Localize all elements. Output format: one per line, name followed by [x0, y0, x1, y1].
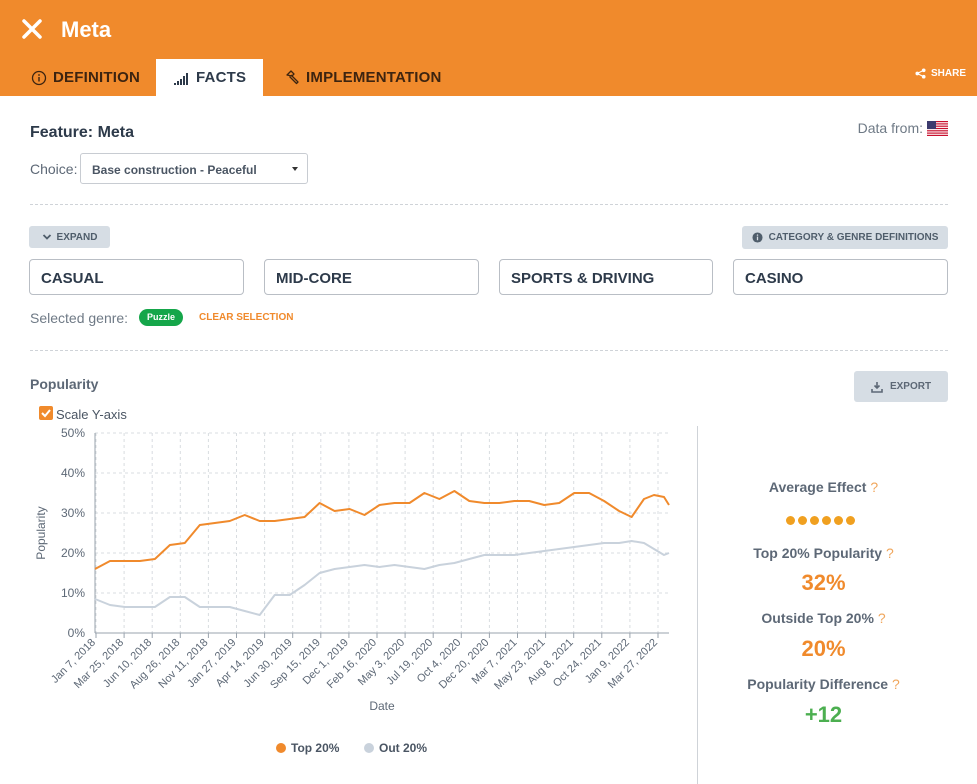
series-line: [94, 490, 670, 570]
scale-y-checkbox[interactable]: [39, 406, 53, 420]
effect-dot: [798, 516, 807, 525]
us-flag-icon[interactable]: [927, 120, 948, 136]
data-from-label: Data from:: [857, 120, 923, 136]
share-label: SHARE: [930, 68, 966, 79]
choice-dropdown[interactable]: Base construction - Peaceful: [80, 153, 308, 184]
category-definitions-button[interactable]: CATEGORY & GENRE DEFINITIONS: [742, 226, 948, 249]
effect-dot: [786, 516, 795, 525]
y-tick-label: 20%: [61, 546, 85, 560]
popularity-difference-label: Popularity Difference ?: [700, 676, 947, 692]
effect-dot: [810, 516, 819, 525]
expand-label: EXPAND: [56, 231, 98, 243]
section-divider: [30, 350, 948, 351]
section-divider: [30, 204, 948, 205]
y-tick-label: 10%: [61, 586, 85, 600]
feature-title: Feature: Meta: [30, 124, 135, 141]
effect-dot: [834, 516, 843, 525]
export-button[interactable]: EXPORT: [854, 371, 948, 402]
bar-chart-icon: [174, 72, 188, 85]
top-popularity-value: 32%: [801, 570, 846, 595]
info-icon: [752, 232, 763, 243]
clear-selection-button[interactable]: CLEAR SELECTION: [199, 312, 294, 323]
legend-marker: [364, 743, 374, 753]
choice-label: Choice:: [30, 161, 78, 177]
average-effect-dots: [786, 516, 855, 525]
category-casino[interactable]: CASINO: [733, 259, 948, 295]
y-tick-label: 0%: [68, 626, 86, 640]
category-mid-core[interactable]: MID-CORE: [264, 259, 479, 295]
selected-genre-label: Selected genre:: [30, 310, 129, 326]
outside-top-text: Outside Top 20%: [761, 610, 874, 626]
stats-divider: [697, 426, 698, 784]
legend-label: Top 20%: [291, 741, 340, 755]
hammer-icon: [286, 69, 299, 84]
tab-implementation[interactable]: IMPLEMENTATION: [284, 59, 442, 96]
expand-button[interactable]: EXPAND: [29, 226, 110, 248]
tab-implementation-label: IMPLEMENTATION: [306, 69, 442, 86]
average-effect-label: Average Effect ?: [700, 479, 947, 495]
help-icon[interactable]: ?: [891, 676, 900, 692]
outside-top-value: 20%: [801, 636, 846, 661]
y-tick-label: 50%: [61, 426, 85, 440]
legend-label: Out 20%: [379, 741, 427, 755]
popularity-difference-value: +12: [804, 702, 843, 727]
outside-top-label: Outside Top 20% ?: [700, 610, 947, 626]
category-definitions-label: CATEGORY & GENRE DEFINITIONS: [768, 232, 939, 243]
data-from: Data from:: [858, 120, 948, 136]
caret-down-icon: [292, 167, 298, 171]
share-icon: [915, 68, 926, 79]
legend-marker: [276, 743, 286, 753]
y-tick-label: 30%: [61, 506, 85, 520]
close-icon: [22, 19, 42, 39]
x-tick-label: Mar 27, 2022: [606, 637, 660, 691]
help-icon[interactable]: ?: [877, 610, 886, 626]
effect-dot: [846, 516, 855, 525]
category-sports-driving[interactable]: SPORTS & DRIVING: [499, 259, 713, 295]
effect-dot: [822, 516, 831, 525]
y-axis-title: Popularity: [34, 506, 48, 559]
tab-definition[interactable]: DEFINITION: [31, 59, 140, 96]
header-bar: Meta DEFINITION FACTS IMPLEMENTATION: [0, 0, 977, 96]
scale-y-label: Scale Y-axis: [56, 407, 127, 422]
category-casual[interactable]: CASUAL: [29, 259, 244, 295]
export-label: EXPORT: [889, 381, 932, 392]
info-icon: [31, 70, 47, 85]
tab-facts[interactable]: FACTS: [156, 59, 263, 96]
series-line: [94, 540, 670, 616]
average-effect-text: Average Effect: [768, 479, 867, 495]
close-button[interactable]: [20, 17, 44, 41]
tab-definition-label: DEFINITION: [53, 69, 140, 86]
selected-genre-badge: Puzzle: [139, 309, 183, 326]
share-button[interactable]: SHARE: [915, 68, 966, 79]
app-title: Meta: [61, 17, 112, 42]
tab-facts-label: FACTS: [196, 69, 247, 86]
top-popularity-text: Top 20% Popularity: [753, 545, 883, 561]
popularity-difference-text: Popularity Difference: [747, 676, 889, 692]
help-icon[interactable]: ?: [885, 545, 894, 561]
popularity-title: Popularity: [30, 376, 99, 392]
download-icon: [871, 381, 883, 393]
help-icon[interactable]: ?: [870, 479, 879, 495]
x-axis-title: Date: [369, 699, 395, 713]
checkmark-icon: [41, 409, 51, 418]
top-popularity-label: Top 20% Popularity ?: [700, 545, 947, 561]
y-tick-label: 40%: [61, 466, 85, 480]
choice-value: Base construction - Peaceful: [92, 163, 257, 177]
chevron-down-icon: [42, 234, 51, 240]
